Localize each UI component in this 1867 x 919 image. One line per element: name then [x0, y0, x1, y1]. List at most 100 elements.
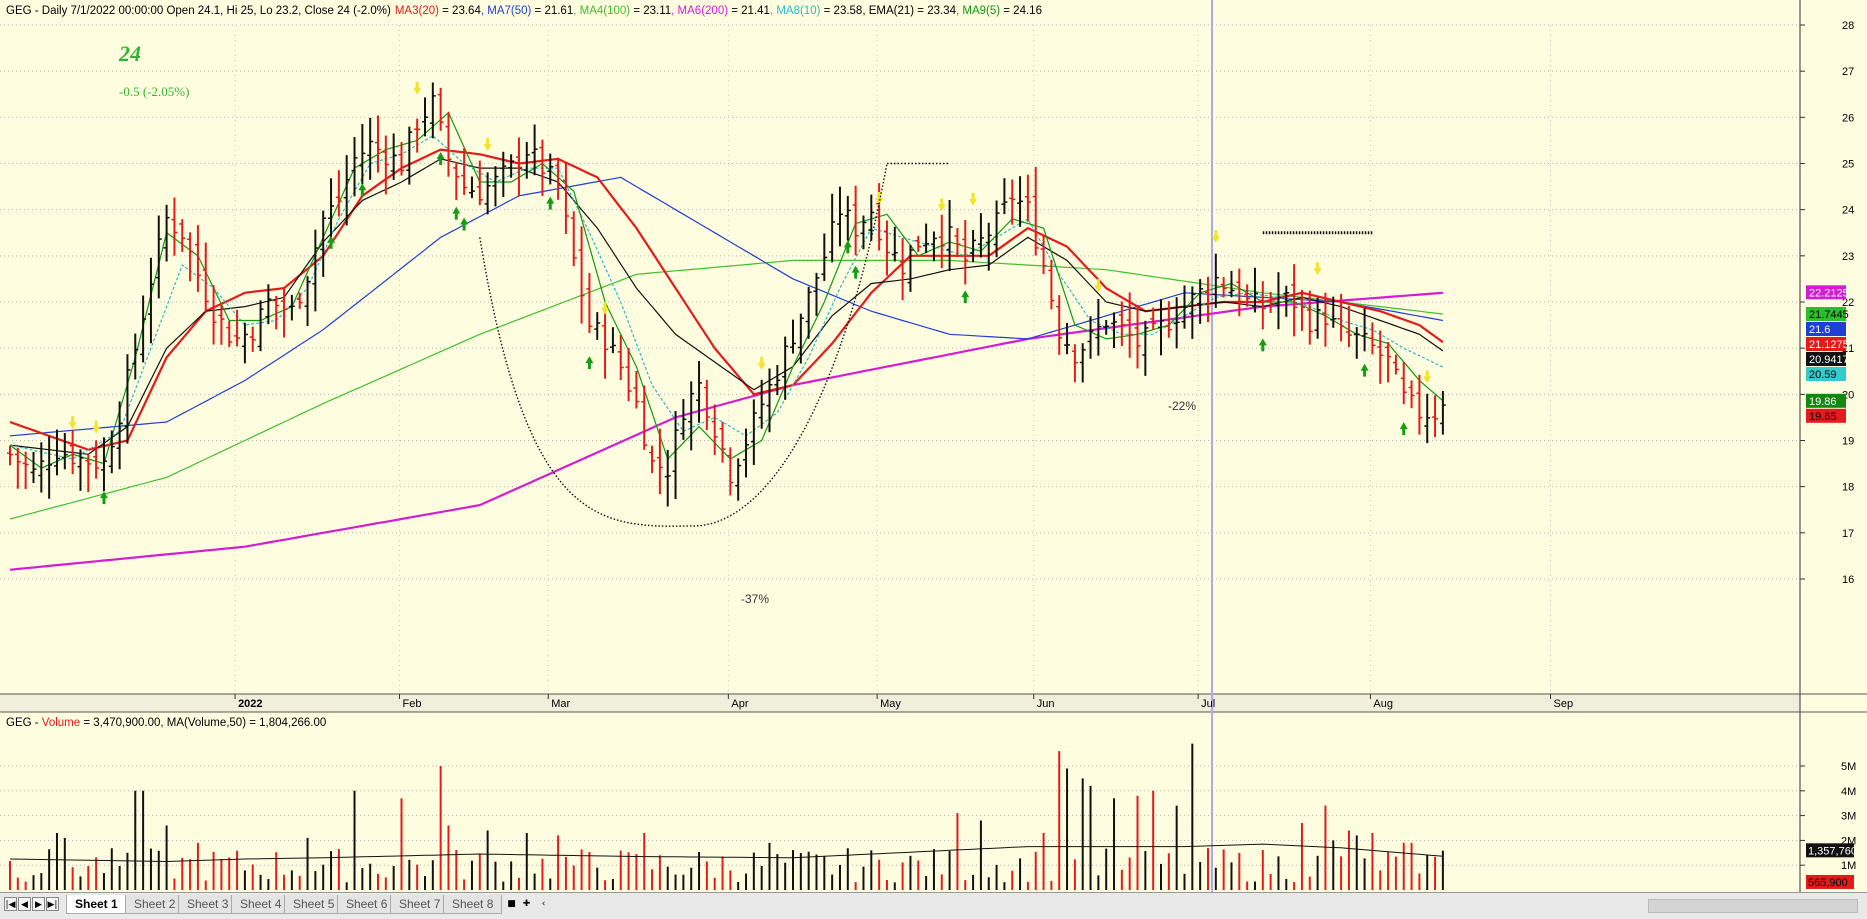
volume-badge-label: 565,900 — [1808, 877, 1848, 889]
volume-tick-label: 1M — [1841, 860, 1856, 872]
buy-arrow-icon — [327, 235, 336, 249]
price-badge-label: 22.2125 — [1809, 287, 1849, 299]
price-tick-label: 22 — [1842, 297, 1854, 309]
volume-ma-line — [9, 843, 1443, 863]
signal-arrows — [68, 81, 1432, 505]
price-badges: 22.2125 21.7445 21.6 21.1275 20.9417 20.59 19.… — [1806, 285, 1849, 423]
price-badge — [1806, 307, 1846, 322]
legend-ma8-name: , MA8(10) — [770, 5, 821, 17]
lock-icon[interactable]: ■ — [507, 899, 516, 909]
price-tick-label: 17 — [1842, 528, 1854, 540]
drop-annotation-22: -22% — [1168, 399, 1196, 413]
sheet-tab-4[interactable]: Sheet 4 — [231, 895, 291, 914]
time-tick-label: May — [880, 698, 901, 710]
time-tick-label: Aug — [1373, 698, 1393, 710]
pane-divider[interactable] — [0, 694, 1800, 712]
sell-arrow-icon — [483, 138, 492, 152]
time-tick-label: Jun — [1037, 698, 1055, 710]
sell-arrow-icon — [937, 198, 946, 212]
price-tick-label: 23 — [1842, 251, 1854, 263]
price-badge — [1806, 393, 1846, 408]
price-pane — [0, 0, 1800, 694]
buy-arrow-icon — [460, 217, 469, 231]
price-badge-label: 21.7445 — [1809, 309, 1849, 321]
first-sheet-button[interactable]: |◀ — [4, 897, 17, 911]
legend-ma6-value: = 21.41 — [728, 5, 770, 17]
sell-arrow-icon — [92, 420, 101, 434]
prev-sheet-button[interactable]: ◀ — [18, 897, 31, 911]
ma-line-ma7-50- — [9, 176, 1444, 437]
sell-arrow-icon — [68, 415, 77, 429]
volume-pane — [0, 712, 1800, 892]
stock-chart[interactable]: 2022 Feb Mar Apr May Jun Jul Aug Sep 16 17 18 19 202… — [0, 0, 1867, 892]
last-sheet-button[interactable]: ▶| — [46, 897, 59, 911]
buy-arrow-icon — [452, 206, 461, 220]
sheet-tab-2[interactable]: Sheet 2 — [125, 895, 185, 914]
price-tick-label: 16 — [1842, 574, 1854, 586]
volume-title-rest: = 3,470,900.00, MA(Volume,50) = 1,804,26… — [80, 717, 326, 729]
ma-legend: MA3(20) = 23.64, MA7(50) = 21.61, MA4(10… — [395, 5, 1042, 17]
time-tick-label: Apr — [731, 698, 748, 710]
price-tick-label: 25 — [1842, 158, 1854, 170]
price-axis-area — [1800, 0, 1867, 892]
legend-ma4-name: , MA4(100) — [573, 5, 630, 17]
buy-arrow-icon — [851, 265, 860, 279]
price-change: -0.5 (-2.05%) — [119, 84, 189, 99]
buy-arrow-icon — [961, 290, 970, 304]
chart-title: GEG - Daily 7/1/2022 00:00:00 Open 24.1,… — [6, 5, 391, 17]
next-sheet-button[interactable]: ▶ — [32, 897, 45, 911]
price-badge-label: 19.65 — [1809, 411, 1837, 423]
ma-line-ma8-10- — [9, 135, 1444, 460]
price-badge — [1806, 337, 1846, 352]
sheet-tab-5[interactable]: Sheet 5 — [284, 895, 344, 914]
legend-ma8-value: = 23.58 — [820, 5, 862, 17]
time-tick-label: Mar — [551, 698, 570, 710]
legend-ma9-name: , MA9(5) — [956, 5, 1000, 17]
price-tick-label: 24 — [1842, 205, 1854, 217]
sheet-tab-7[interactable]: Sheet 7 — [390, 895, 450, 914]
price-badge-label: 21.6 — [1809, 324, 1830, 336]
buy-arrow-icon — [436, 152, 445, 166]
price-badge-label: 20.9417 — [1809, 354, 1849, 366]
volume-badge — [1806, 874, 1854, 889]
scroll-left-icon[interactable]: ‹ — [541, 899, 546, 909]
sheet-tab-1[interactable]: Sheet 1 — [66, 895, 127, 914]
buy-arrow-icon — [546, 196, 555, 210]
price-tick-label: 18 — [1842, 482, 1854, 494]
time-tick-label: Feb — [403, 698, 422, 710]
legend-ema-name: , EMA(21) — [862, 5, 914, 17]
sell-arrow-icon — [1313, 262, 1322, 276]
buy-arrow-icon — [843, 240, 852, 254]
sheet-tab-3[interactable]: Sheet 3 — [178, 895, 238, 914]
buy-arrow-icon — [358, 183, 367, 197]
time-tick-label: Sep — [1554, 698, 1574, 710]
sheet-tab-bar: |◀ ◀ ▶ ▶| Sheet 1 Sheet 2 Sheet 3 Sheet … — [0, 892, 1867, 919]
add-sheet-icon[interactable]: ✚ — [522, 899, 531, 909]
big-price: 24 — [118, 41, 141, 66]
price-badge — [1806, 408, 1846, 423]
price-badge — [1806, 285, 1846, 300]
legend-ma6-name: , MA6(200) — [671, 5, 728, 17]
sell-arrow-icon — [1423, 370, 1432, 384]
legend-ma4-value: = 23.11 — [630, 5, 671, 17]
sell-arrow-icon — [601, 301, 610, 315]
sell-arrow-icon — [413, 81, 422, 95]
horizontal-scrollbar[interactable] — [1648, 899, 1858, 913]
time-tick-label: Jul — [1201, 698, 1215, 710]
legend-ema-value: = 23.34 — [914, 5, 956, 17]
volume-title-prefix: GEG - — [6, 717, 42, 729]
volume-tick-label: 5M — [1841, 761, 1856, 773]
sheet-tab-6[interactable]: Sheet 6 — [337, 895, 397, 914]
price-badge — [1806, 322, 1846, 337]
buy-arrow-icon — [1360, 363, 1369, 377]
price-badge — [1806, 367, 1846, 382]
volume-badge — [1806, 843, 1854, 858]
sell-arrow-icon — [1211, 230, 1220, 244]
sell-arrow-icon — [875, 192, 884, 206]
volume-bars — [9, 743, 1444, 890]
price-badge-label: 20.59 — [1809, 369, 1837, 381]
legend-ma9-value: = 24.16 — [1000, 5, 1042, 17]
sheet-tab-8[interactable]: Sheet 8 — [443, 895, 503, 914]
volume-title-name: Volume — [42, 717, 80, 729]
